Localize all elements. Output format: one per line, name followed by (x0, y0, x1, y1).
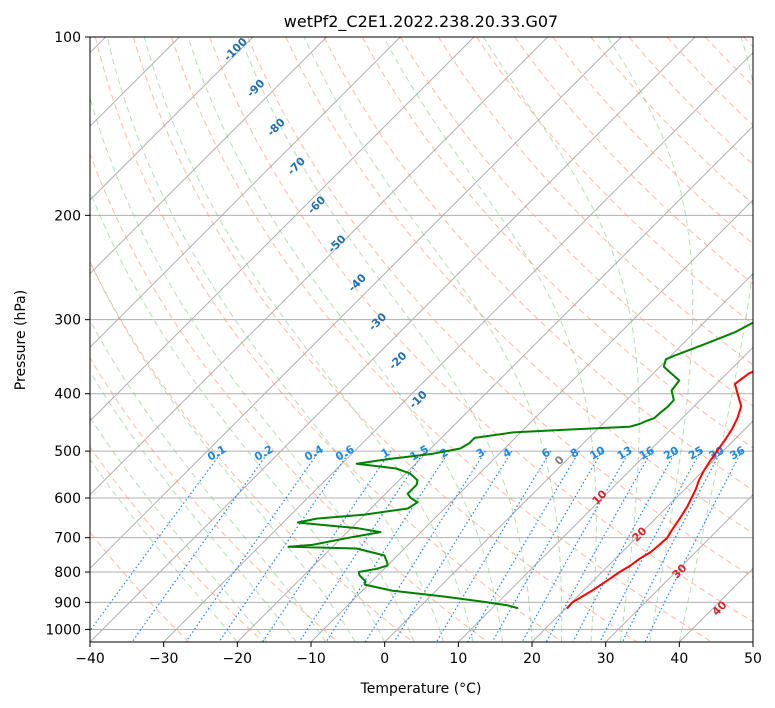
profile-series (287, 321, 753, 609)
x-axis-label: Temperature (°C) (360, 681, 482, 697)
isotherm-line (531, 420, 753, 642)
temperature-profile-line (566, 370, 753, 609)
plot-area: 0.1 0.2 0.4 0.6 1 1.5 2 3 4 6 8 10 13 16 20 25 30 36-100-… (90, 37, 753, 642)
x-tick-label: 20 (523, 651, 541, 667)
mixing-ratio-line (298, 450, 425, 642)
moist-adiabat (482, 37, 640, 642)
dry-adiabat (247, 37, 753, 578)
moist-adiabat (187, 37, 503, 642)
mixing-ratio-line (621, 450, 722, 642)
isotherm-line (605, 493, 753, 642)
isotherm-line (236, 125, 753, 642)
mixing-ratio-line (393, 450, 513, 642)
dry-adiabat (90, 152, 488, 642)
moist-adiabat (90, 260, 356, 642)
x-tick-label: 0 (380, 651, 389, 667)
isotherm-line (163, 51, 753, 642)
dewpoint-profile-line (287, 321, 753, 609)
y-tick-label: 1000 (45, 622, 81, 638)
chart-title: wetPf2_C2E1.2022.238.20.33.G07 (284, 12, 558, 32)
dry-adiabat (476, 37, 753, 325)
dry-adiabat (285, 37, 753, 535)
dry-adiabat (323, 37, 753, 491)
x-tick-label: −10 (296, 651, 326, 667)
isotherm-line (384, 272, 753, 642)
x-tick-label: 10 (449, 651, 467, 667)
moist-adiabat (607, 37, 694, 642)
dry-adiabat (171, 37, 712, 642)
mixing-ratio-line (90, 450, 223, 632)
x-tick-label: −30 (149, 651, 179, 667)
mixing-ratio-line (644, 450, 743, 642)
x-tick-label: 30 (597, 651, 615, 667)
moist-adiabats (90, 37, 753, 642)
moist-adiabat (90, 189, 386, 642)
mixing-ratio-line (218, 450, 351, 642)
isotherm-line (90, 37, 696, 642)
moist-adiabat (143, 37, 474, 642)
mixing-ratio-line (545, 450, 653, 642)
isotherm-line (90, 37, 549, 496)
y-tick-label: 200 (54, 208, 81, 224)
dry-adiabat (132, 37, 638, 642)
y-axis-label: Pressure (hPa) (13, 290, 29, 390)
dry-adiabat (437, 37, 753, 366)
moist-adiabat (106, 37, 445, 642)
moist-adiabat (678, 37, 753, 642)
moist-adiabat (90, 458, 238, 642)
y-tick-label: 100 (54, 30, 81, 46)
moist-adiabat (90, 96, 415, 642)
mixing-ratio-line (491, 450, 603, 642)
plot-frame (89, 36, 754, 643)
y-axis-ticks: 100 200 300 400 500 600 700 800 900 1000 (45, 30, 90, 638)
isotherm-line (90, 37, 475, 422)
x-tick-label: 50 (744, 651, 762, 667)
mixing-ratio-line (262, 450, 392, 642)
y-tick-label: 800 (54, 565, 81, 581)
moist-adiabat (303, 37, 563, 642)
y-tick-label: 500 (54, 444, 81, 460)
y-tick-label: 400 (54, 387, 81, 403)
isotherm-line (90, 37, 622, 570)
moist-adiabat (90, 416, 268, 642)
isotherm-line (90, 37, 254, 201)
x-tick-label: 40 (670, 651, 688, 667)
moist-adiabat (239, 37, 533, 642)
mixing-ratio-line (572, 450, 677, 642)
moist-adiabat (383, 37, 597, 642)
dry-adiabat (90, 356, 339, 642)
y-tick-label: 600 (54, 491, 81, 507)
y-tick-label: 700 (54, 531, 81, 547)
moist-adiabat (90, 319, 327, 642)
mixing-ratio-line (521, 450, 631, 642)
y-tick-label: 300 (54, 313, 81, 329)
plot-background (90, 37, 753, 642)
dry-adiabat (94, 37, 563, 642)
isotherm-line (90, 37, 401, 349)
isotherm-line (90, 37, 328, 275)
x-tick-label: −20 (223, 651, 253, 667)
moist-adiabat (90, 370, 297, 642)
pressure-gridlines (90, 37, 753, 630)
dry-adiabat (90, 446, 264, 642)
x-axis-ticks: −40 −30 −20 −10 0 10 20 30 40 50 (75, 642, 762, 667)
mixing-ratio-line (185, 450, 320, 642)
x-tick-label: −40 (75, 651, 105, 667)
dry-adiabats (90, 37, 753, 642)
mixing-ratio-lines (90, 450, 743, 642)
dry-adiabat (514, 37, 753, 285)
mixing-ratio-line (599, 450, 702, 642)
dry-adiabat (90, 260, 414, 642)
dry-adiabat (209, 37, 753, 623)
y-tick-label: 900 (54, 595, 81, 611)
